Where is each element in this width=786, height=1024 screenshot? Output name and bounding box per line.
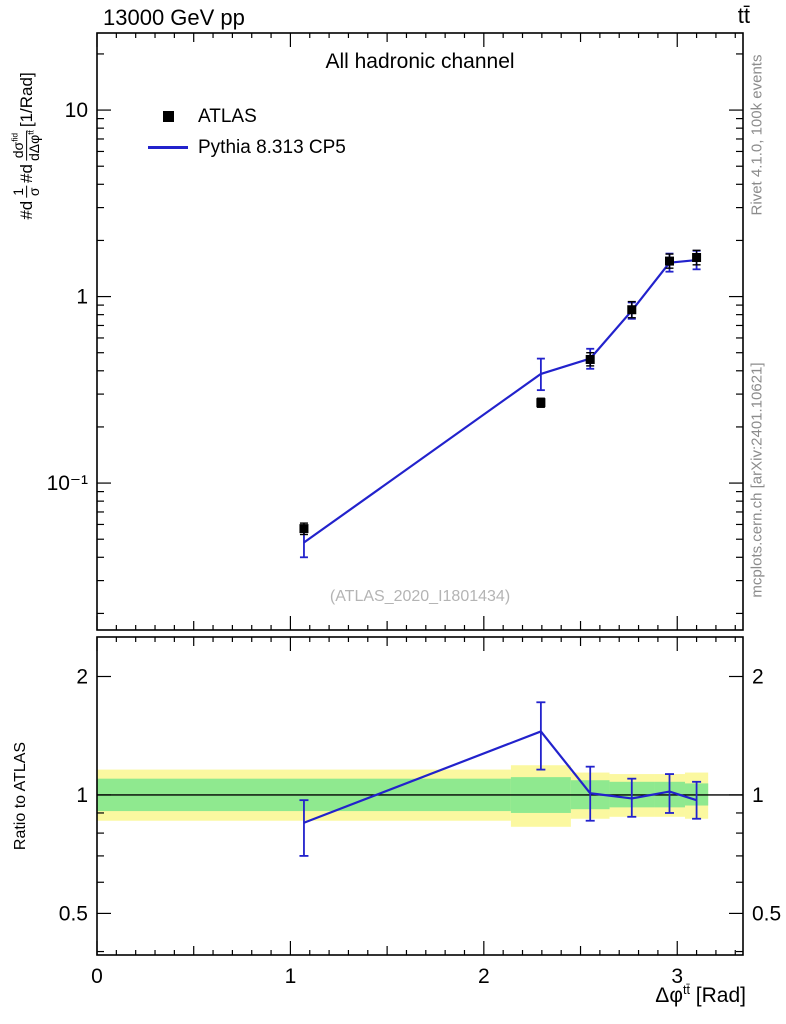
main-y-axis-label: #d 1 σ #d dσfid dΔφtt̄ [1/Rad] <box>9 72 43 220</box>
analysis-id-watermark: (ATLAS_2020_I1801434) <box>329 588 511 605</box>
ylabel-frac2-den: dΔφtt̄ <box>25 130 43 162</box>
tick-label: 3 <box>671 965 683 988</box>
channel-title: All hadronic channel <box>325 50 515 73</box>
tick-label: 1 <box>285 965 297 988</box>
ylabel-frac1-num: 1 <box>10 185 28 198</box>
tick-label: 2 <box>76 665 88 688</box>
beam-energy-label: 13000 GeV pp <box>103 5 245 30</box>
atlas-marker <box>299 524 309 534</box>
x-axis-symbol: Δφ <box>655 984 683 1007</box>
tick-label: 1 <box>76 784 88 807</box>
rivet-version-label: Rivet 4.1.0, 100k events <box>748 54 766 216</box>
tick-label: 2 <box>752 665 764 688</box>
atlas-square-marker-icon <box>162 111 174 122</box>
ratio-y-axis-label: Ratio to ATLAS <box>12 741 29 851</box>
ylabel-frac2-den-sup: tt̄ <box>25 130 36 135</box>
tick-label: 1 <box>752 784 764 807</box>
atlas-marker <box>665 256 675 266</box>
tick-label: 0.5 <box>59 902 88 925</box>
ylabel-fraction-dsigma: dσfid dΔφtt̄ <box>9 130 43 162</box>
ratio-line <box>303 730 697 824</box>
tick-label: 10 <box>65 99 88 122</box>
ylabel-token-1: #d <box>17 200 36 220</box>
ratio-frame <box>96 636 744 956</box>
ylabel-frac1-den: σ <box>26 187 43 197</box>
atlas-series-main <box>299 249 702 536</box>
legend-marker-cell <box>146 146 190 149</box>
x-axis-unit: [Rad] <box>695 984 746 1007</box>
legend-item-atlas: ATLAS <box>146 101 346 132</box>
tick-label: 10⁻¹ <box>47 472 88 495</box>
axis-ticks <box>96 33 743 955</box>
atlas-marker <box>536 398 546 408</box>
ylabel-frac2-num-sup: fid <box>9 132 20 142</box>
x-axis-title: Δφtt̄ [Rad] <box>655 984 746 1008</box>
ylabel-fraction-one-over-sigma: 1 σ <box>10 185 43 198</box>
pythia-series-ratio <box>299 701 702 857</box>
pythia-series-main <box>299 249 701 559</box>
atlas-marker <box>692 253 702 263</box>
legend-marker-cell <box>146 111 190 122</box>
ylabel-token-2: #d <box>17 164 36 183</box>
atlas-marker <box>627 305 637 315</box>
legend-label-atlas: ATLAS <box>198 105 257 127</box>
tick-label: 1 <box>76 286 88 309</box>
ylabel-frac2-num-base: dσ <box>10 141 27 159</box>
tick-label: 0.5 <box>752 902 781 925</box>
tick-labels: 10⁻¹ 1 10 0.5 0.5 1 1 2 2 0 1 2 3 <box>47 99 782 988</box>
process-label: tt̄ <box>737 3 750 28</box>
tick-label: 2 <box>478 965 490 988</box>
mcplots-arxiv-label: mcplots.cern.ch [arXiv:2401.10621] <box>748 362 766 598</box>
tick-label: 0 <box>91 965 103 988</box>
atlas-marker <box>585 354 595 364</box>
legend: ATLAS Pythia 8.313 CP5 <box>146 101 346 163</box>
ylabel-frac2-num: dσfid <box>9 130 28 161</box>
main-frame <box>96 32 744 631</box>
x-axis-superscript: tt̄ <box>682 983 690 997</box>
ylabel-frac2-den-base: dΔφ <box>26 134 43 162</box>
ylabel-units: [1/Rad] <box>17 72 36 128</box>
pythia-line-marker-icon <box>148 146 188 149</box>
legend-label-pythia: Pythia 8.313 CP5 <box>198 136 346 158</box>
legend-item-pythia: Pythia 8.313 CP5 <box>146 132 346 163</box>
pythia-line <box>303 258 697 544</box>
